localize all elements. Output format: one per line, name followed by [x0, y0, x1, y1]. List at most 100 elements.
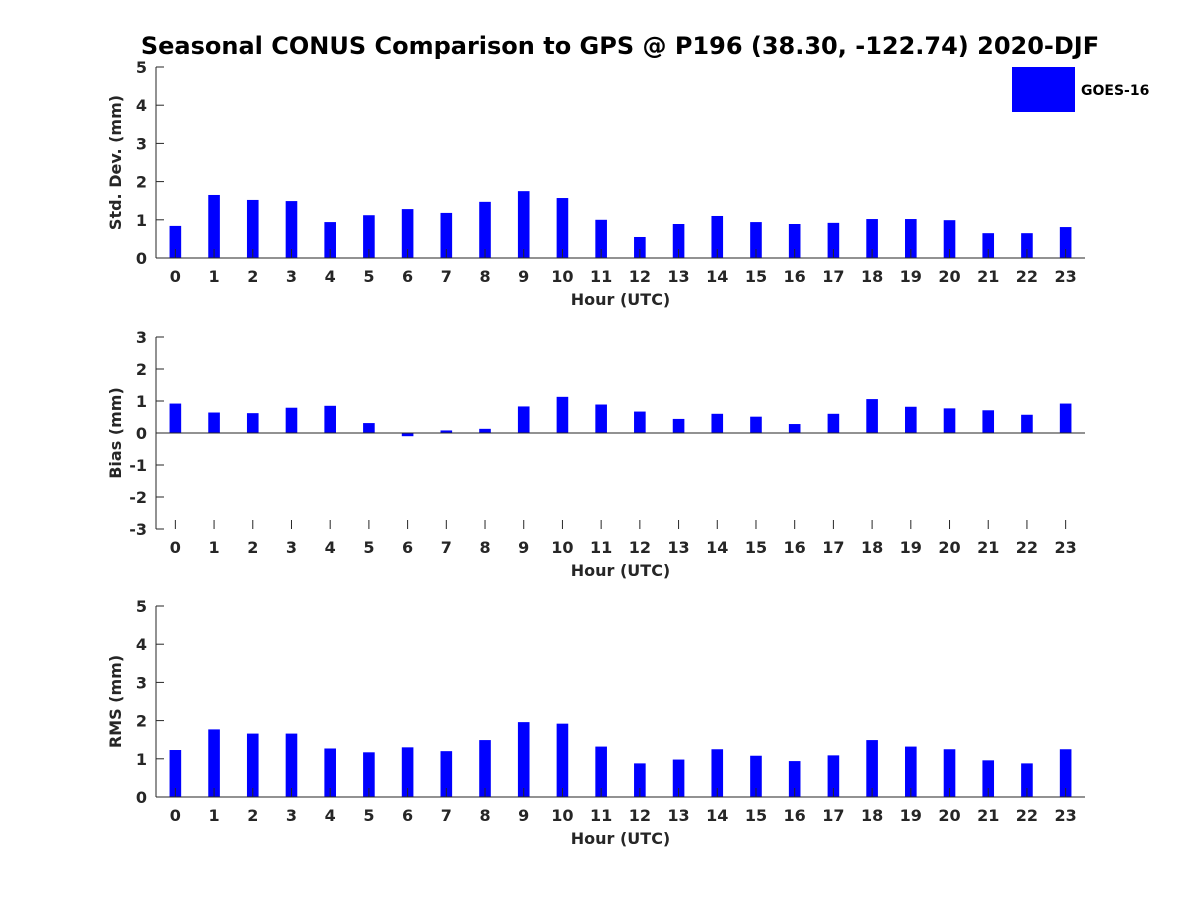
x-tick-label: 10 — [551, 806, 573, 825]
x-tick-label: 10 — [551, 267, 573, 286]
bar-hour-9 — [517, 191, 530, 258]
x-tick-label: 17 — [822, 806, 844, 825]
x-tick-label: 11 — [590, 538, 612, 557]
bar-hour-6 — [401, 209, 414, 258]
x-tick-label: 12 — [629, 806, 651, 825]
x-tick-label: 17 — [822, 538, 844, 557]
x-axis-label: Hour (UTC) — [571, 290, 671, 309]
y-tick-label: 2 — [136, 360, 147, 379]
x-tick-label: 18 — [861, 267, 883, 286]
x-tick-label: 5 — [363, 806, 374, 825]
x-tick-label: 7 — [441, 538, 452, 557]
x-tick-label: 14 — [706, 267, 728, 286]
bar-hour-13 — [672, 759, 685, 797]
x-tick-label: 3 — [286, 806, 297, 825]
bar-hour-17 — [827, 755, 840, 797]
bar-hour-6 — [401, 433, 414, 437]
bar-hour-10 — [556, 723, 569, 797]
bar-hour-3 — [285, 733, 298, 797]
bar-hour-7 — [440, 751, 453, 797]
x-tick-label: 23 — [1055, 806, 1077, 825]
x-tick-label: 20 — [938, 538, 960, 557]
x-tick-label: 18 — [861, 806, 883, 825]
bar-hour-14 — [711, 749, 724, 797]
x-tick-label: 20 — [938, 267, 960, 286]
legend: GOES-16 — [1012, 67, 1149, 112]
bar-hour-20 — [943, 408, 956, 433]
x-tick-label: 7 — [441, 267, 452, 286]
bar-hour-20 — [943, 749, 956, 797]
legend-label: GOES-16 — [1081, 83, 1149, 99]
x-tick-label: 23 — [1055, 267, 1077, 286]
bar-hour-2 — [246, 199, 259, 258]
bar-hour-0 — [169, 403, 182, 433]
bar-hour-23 — [1059, 749, 1072, 797]
y-tick-label: 1 — [136, 392, 147, 411]
bar-hour-13 — [672, 224, 685, 258]
x-tick-label: 22 — [1016, 538, 1038, 557]
y-tick-label: 5 — [136, 597, 147, 616]
x-tick-label: 12 — [629, 267, 651, 286]
x-tick-label: 13 — [667, 806, 689, 825]
y-tick-label: 5 — [136, 58, 147, 77]
bar-hour-21 — [982, 233, 995, 258]
bar-hour-5 — [363, 215, 375, 258]
y-tick-label: -2 — [129, 488, 147, 507]
bar-hour-14 — [711, 413, 724, 433]
x-tick-label: 0 — [170, 806, 181, 825]
bar-hour-22 — [1021, 414, 1033, 433]
bar-hour-23 — [1059, 227, 1072, 258]
bar-hour-22 — [1021, 233, 1033, 258]
bar-hour-8 — [479, 201, 491, 258]
x-tick-label: 6 — [402, 267, 413, 286]
bar-hour-15 — [750, 755, 762, 797]
bar-hour-12 — [634, 763, 646, 797]
x-tick-label: 20 — [938, 806, 960, 825]
x-tick-label: 9 — [518, 538, 529, 557]
y-axis-label: Bias (mm) — [106, 387, 125, 479]
x-tick-label: 17 — [822, 267, 844, 286]
x-tick-label: 11 — [590, 806, 612, 825]
y-axis-label: RMS (mm) — [106, 655, 125, 748]
x-tick-label: 21 — [977, 806, 999, 825]
x-tick-label: 19 — [900, 538, 922, 557]
y-tick-label: -3 — [129, 520, 147, 539]
x-tick-label: 3 — [286, 267, 297, 286]
x-tick-label: 12 — [629, 538, 651, 557]
bar-hour-15 — [750, 416, 762, 433]
x-tick-label: 16 — [784, 267, 806, 286]
x-tick-label: 19 — [900, 267, 922, 286]
y-tick-label: 4 — [136, 96, 147, 115]
bar-hour-20 — [943, 220, 956, 258]
y-tick-label: 0 — [136, 424, 147, 443]
x-tick-label: 14 — [706, 538, 728, 557]
x-tick-label: 6 — [402, 806, 413, 825]
bar-hour-8 — [479, 428, 491, 433]
x-tick-label: 11 — [590, 267, 612, 286]
x-tick-label: 1 — [208, 806, 219, 825]
x-tick-label: 2 — [247, 806, 258, 825]
bar-hour-11 — [595, 219, 607, 258]
bar-hour-7 — [440, 212, 453, 258]
x-tick-label: 4 — [325, 538, 336, 557]
y-tick-label: 0 — [136, 788, 147, 807]
x-tick-label: 13 — [667, 267, 689, 286]
bar-hour-18 — [866, 219, 878, 258]
bar-hour-19 — [905, 746, 917, 797]
bar-hour-22 — [1021, 763, 1033, 797]
x-tick-label: 22 — [1016, 806, 1038, 825]
bar-hour-7 — [440, 430, 453, 433]
bar-hour-16 — [788, 424, 801, 433]
y-tick-label: 1 — [136, 211, 147, 230]
x-tick-label: 4 — [325, 267, 336, 286]
y-tick-label: 3 — [136, 134, 147, 153]
bar-hour-19 — [905, 406, 917, 433]
x-tick-label: 19 — [900, 806, 922, 825]
x-tick-label: 0 — [170, 538, 181, 557]
x-tick-label: 18 — [861, 538, 883, 557]
x-axis-label: Hour (UTC) — [571, 561, 671, 580]
bar-hour-13 — [672, 418, 685, 433]
bar-hour-2 — [246, 413, 259, 433]
